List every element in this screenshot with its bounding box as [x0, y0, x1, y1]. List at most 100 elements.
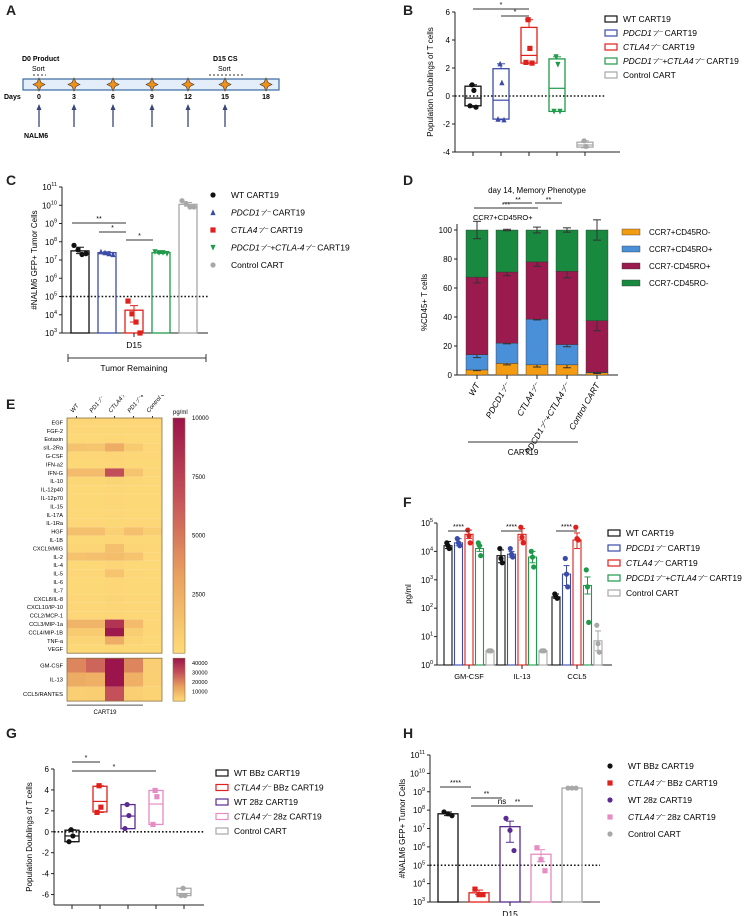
- heatmap-cell: [143, 569, 162, 578]
- heatmap-cell: [105, 426, 124, 435]
- data-point: [102, 249, 108, 256]
- heatmap-cell: [67, 518, 86, 528]
- heatmap-cell: [105, 544, 124, 553]
- row-label: CXCL8/IL-8: [34, 597, 63, 603]
- data-point: [454, 536, 460, 542]
- legend-swatch: [621, 228, 641, 236]
- heatmap-cell: [86, 560, 105, 570]
- data-point: [125, 298, 131, 304]
- y-tick-label: 109: [413, 787, 425, 797]
- heatmap-cell: [124, 611, 143, 620]
- legend-label: PDCD1⁻⁄⁻ CART19: [626, 543, 700, 553]
- row-label: IL-12p40: [41, 488, 63, 494]
- chart-c: 103 104 105 106 107 108 109 1010 1011 #NALM6 GFP+…: [30, 182, 350, 373]
- data-point: [497, 60, 503, 67]
- data-point: [557, 108, 563, 115]
- panel-label-a: A: [6, 2, 17, 18]
- row-label: HGF: [51, 530, 63, 536]
- heatmap-cell: [67, 594, 86, 603]
- heatmap-cell: [124, 468, 143, 477]
- y-axis-label: pg/ml: [404, 584, 413, 604]
- legend-swatch: [604, 15, 618, 23]
- heatmap-cell: [67, 451, 86, 460]
- legend-label: WT BBz CART19: [234, 768, 300, 778]
- data-point: [467, 540, 473, 546]
- data-point: [449, 813, 455, 819]
- heatmap-cell: [143, 535, 162, 544]
- x-category-label: GM-CSF: [454, 672, 484, 681]
- heatmap-cell: [86, 502, 105, 511]
- heatmap-cell: [143, 586, 162, 595]
- arrow-up-icon: [110, 104, 116, 110]
- heatmap-cell: [86, 418, 105, 427]
- data-point: [178, 892, 184, 899]
- data-point: [581, 138, 587, 144]
- data-point: [527, 45, 533, 51]
- data-point: [503, 815, 509, 821]
- bar: [437, 813, 459, 903]
- data-point: [525, 17, 531, 23]
- heatmap-cell: [143, 451, 162, 460]
- heatmap-cell: [105, 644, 124, 654]
- box: [520, 26, 538, 64]
- bar: [506, 553, 517, 666]
- heatmap-cell: [124, 544, 143, 553]
- data-point: [137, 330, 143, 336]
- row-label: sIL-2Ra: [43, 446, 63, 452]
- heatmap-cell: [143, 686, 162, 702]
- data-point: [476, 892, 482, 898]
- heatmap-cell: [105, 510, 124, 519]
- legend-swatch: [604, 29, 618, 37]
- chart-f: 100 101 102 103 104 105 pg/ml GM-CSF **** IL-13 **…: [404, 518, 742, 681]
- row-label: CCL5/RANTES: [23, 692, 63, 698]
- data-point: [495, 116, 501, 122]
- heatmap-cell: [143, 502, 162, 511]
- heatmap-cell: [86, 686, 105, 702]
- significance-label: ****: [506, 524, 517, 531]
- heatmap-cell: [143, 468, 162, 477]
- legend-swatch: [215, 783, 229, 792]
- data-point: [499, 560, 505, 566]
- data-point: [542, 868, 548, 874]
- heatmap-cell: [86, 476, 105, 486]
- legend-marker: [210, 209, 216, 216]
- legend-label: Control CART: [626, 588, 679, 598]
- legend-label: Control CART: [623, 70, 676, 80]
- row-label: Eotaxin: [44, 437, 63, 443]
- legend-label: CTLA4⁻⁄⁻ BBz CART19: [234, 783, 324, 793]
- data-point: [473, 104, 479, 110]
- heatmap-cell: [143, 434, 162, 444]
- data-point: [191, 204, 197, 210]
- data-point: [446, 545, 452, 552]
- heatmap-cell: [86, 443, 105, 452]
- row-label: G-CSF: [46, 454, 64, 460]
- heatmap-cell: [143, 577, 162, 586]
- legend-swatch: [604, 43, 618, 51]
- stacked-segment: [555, 271, 579, 345]
- heatmap-cell: [124, 569, 143, 578]
- day-tick-label: 0: [37, 94, 41, 101]
- legend-label: Control CART: [628, 829, 681, 839]
- data-point: [152, 787, 158, 794]
- data-point: [583, 567, 589, 573]
- data-point: [594, 622, 600, 628]
- row-label: IL-2: [53, 555, 63, 561]
- heatmap-cell: [86, 434, 105, 444]
- row-label: IL-1B: [50, 538, 64, 544]
- legend-label: CTLA4⁻⁄⁻ CART19: [231, 225, 303, 235]
- legend-label: CCR7-CD45RO-: [649, 279, 709, 288]
- heatmap-cell: [124, 418, 143, 427]
- heatmap-cell: [124, 686, 143, 702]
- bar: [551, 596, 561, 666]
- y-axis-label: Population Doublings of T cells: [426, 27, 435, 137]
- heatmap-cell: [86, 658, 105, 673]
- row-label: IL-17A: [47, 513, 64, 519]
- arrow-up-icon: [71, 104, 77, 110]
- column-label: CTLA4⁻⁄⁻: [108, 395, 130, 414]
- heatmap-cell: [105, 518, 124, 528]
- data-point: [499, 79, 505, 86]
- data-point: [70, 833, 76, 839]
- timeline-diagram: D0 Product Sort D15 CS Sort Days 0 3 6 9 12 1…: [4, 56, 280, 140]
- day-tick-label: 9: [150, 94, 154, 101]
- y-tick-label: 106: [413, 842, 425, 852]
